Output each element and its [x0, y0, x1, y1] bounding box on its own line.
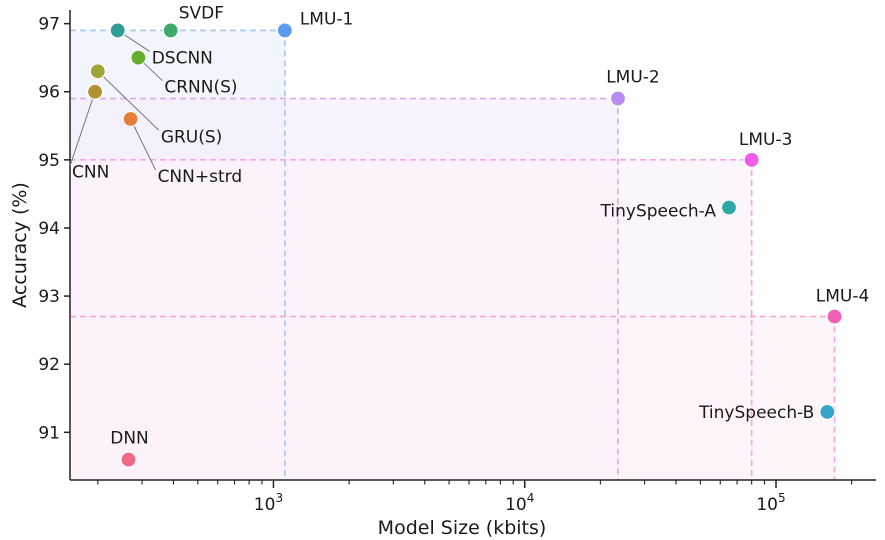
y-tick-label-91: 91	[38, 423, 60, 443]
axes	[69, 10, 876, 481]
x-tick-base: 10	[254, 495, 276, 515]
data-points	[86, 22, 843, 468]
label-cnn: CNN	[72, 163, 109, 183]
point-gru-s	[89, 63, 106, 80]
y-tick-label-95: 95	[38, 151, 60, 171]
point-crnn-s	[130, 49, 147, 66]
y-tick-label-97: 97	[38, 15, 60, 35]
y-tick-label-94: 94	[38, 219, 60, 239]
label-svdf: SVDF	[179, 3, 224, 23]
x-tick-label-5: 105	[756, 491, 785, 515]
y-tick-label-92: 92	[38, 355, 60, 375]
label-lmu-3: LMU-3	[739, 130, 793, 150]
connector-cnn-strd	[130, 118, 157, 171]
label-cnn-strd: CNN+strd	[158, 167, 243, 187]
reference-boxes	[70, 30, 835, 481]
y-axis-title: Accuracy (%)	[9, 182, 31, 308]
x-tick-exponent: 5	[778, 491, 786, 505]
point-tinyspeech-a	[720, 199, 738, 216]
x-tick-base: 10	[756, 495, 778, 515]
point-cnn	[86, 83, 104, 100]
point-tinyspeech-b	[819, 403, 836, 420]
x-axis-title: Model Size (kbits)	[378, 517, 547, 539]
label-crnn-s: CRNN(S)	[164, 78, 237, 98]
label-dscnn: DSCNN	[152, 48, 213, 68]
label-lmu-4: LMU-4	[816, 287, 870, 307]
x-tick-exponent: 4	[527, 491, 535, 505]
y-tick-label-93: 93	[38, 287, 60, 307]
x-tick-label-3: 103	[254, 491, 283, 515]
x-tick-label-4: 104	[505, 491, 534, 515]
label-dnn: DNN	[110, 429, 149, 449]
point-labels: SVDF LMU-1 DSCNN CRNN(S) GRU(S) CNN CNN+strd LM…	[72, 3, 869, 448]
x-ticks: 103 104 105	[97, 480, 853, 515]
label-lmu-2: LMU-2	[606, 68, 660, 88]
label-gru-s: GRU(S)	[161, 127, 222, 147]
point-dnn	[120, 451, 137, 468]
x-tick-base: 10	[505, 495, 527, 515]
x-tick-exponent: 3	[275, 491, 283, 505]
y-ticks: 91 92 93 94 95 96 97	[38, 15, 70, 443]
label-lmu-1: LMU-1	[300, 9, 354, 29]
point-svdf	[162, 22, 179, 39]
box-lmu-4	[70, 316, 835, 480]
point-lmu-4	[826, 308, 843, 325]
point-cnn-strd	[122, 110, 139, 128]
point-dscnn	[109, 22, 126, 39]
point-lmu-2	[609, 90, 627, 107]
point-lmu-1	[276, 22, 293, 39]
reference-guides	[70, 29, 836, 480]
label-tinyspeech-b: TinySpeech-B	[698, 403, 814, 423]
point-lmu-3	[743, 151, 760, 168]
connector-cnn	[69, 91, 96, 166]
label-tinyspeech-a: TinySpeech-A	[600, 202, 717, 222]
y-tick-label-96: 96	[38, 83, 60, 103]
connector-gru-s	[97, 70, 160, 131]
